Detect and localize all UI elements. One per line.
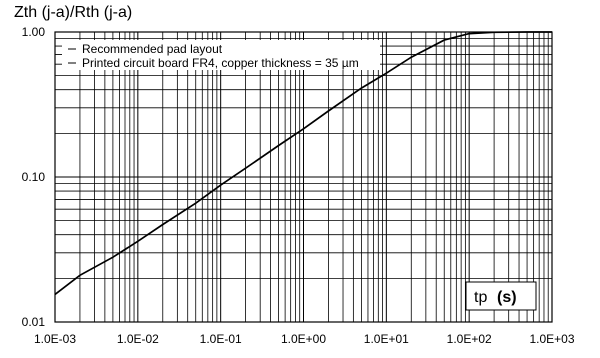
- grid: [54, 32, 552, 323]
- annotation-box: Recommended pad layout Printed circuit b…: [62, 40, 380, 70]
- x-tick-label: 1.0E+03: [529, 332, 574, 346]
- series-line: [54, 31, 552, 296]
- annotation-line-1: Recommended pad layout: [82, 42, 223, 56]
- y-tick-label: 1.00: [22, 25, 46, 39]
- x-axis-label-unit: (s): [497, 289, 517, 306]
- x-tick-label: 1.0E-03: [34, 332, 76, 346]
- y-tick-label: 0.01: [22, 315, 46, 329]
- x-tick-labels: 1.0E-03 1.0E-02 1.0E-01 1.0E+00 1.0E+01 1.0E+…: [34, 332, 575, 346]
- plot-frame: [54, 31, 553, 323]
- x-tick-label: 1.0E+02: [447, 332, 492, 346]
- x-tick-label: 1.0E+01: [364, 332, 409, 346]
- x-axis-label-box: tp (s): [465, 281, 537, 311]
- y-axis-title: Zth (j-a)/Rth (j-a): [14, 4, 132, 21]
- x-tick-label: 1.0E+00: [281, 332, 326, 346]
- annotation-line-2: Printed circuit board FR4, copper thickn…: [82, 56, 359, 70]
- x-tick-label: 1.0E-01: [200, 332, 242, 346]
- x-tick-label: 1.0E-02: [117, 332, 159, 346]
- y-tick-labels: 0.01 0.10 1.00: [22, 25, 46, 329]
- x-axis-label-name: tp: [474, 289, 487, 306]
- y-tick-label: 0.10: [22, 170, 46, 184]
